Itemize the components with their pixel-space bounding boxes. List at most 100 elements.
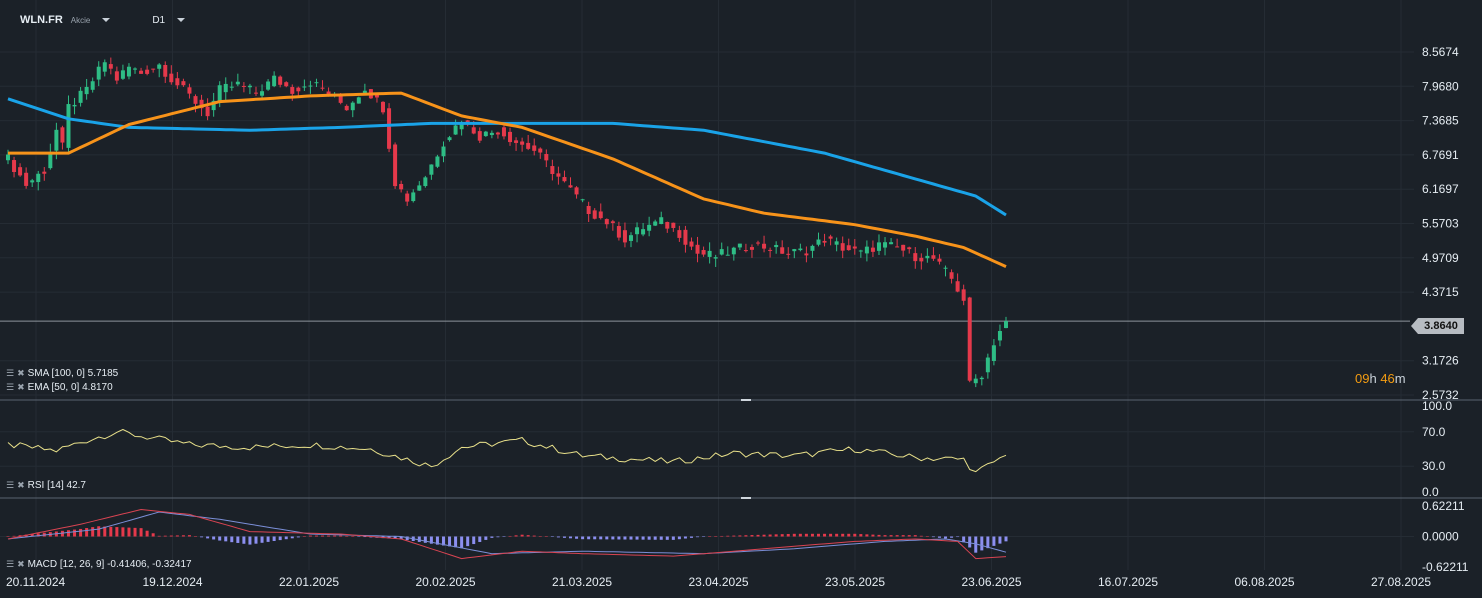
pane-resize-handle[interactable]: [741, 399, 751, 401]
candle: [780, 240, 785, 254]
pane-resize-handle[interactable]: [741, 497, 751, 499]
macd-axis-label: 0.0000: [1422, 530, 1459, 544]
macd-histogram-bar: [950, 536, 954, 538]
candle-body: [229, 86, 234, 88]
candle: [30, 178, 35, 188]
macd-histogram-bar: [956, 536, 960, 538]
macd-histogram-bar: [944, 536, 948, 539]
settings-icon[interactable]: ☰: [6, 559, 15, 569]
candle: [42, 167, 47, 181]
candle-body: [846, 245, 851, 251]
macd-histogram-bar: [327, 535, 331, 537]
macd-histogram-bar: [587, 536, 591, 540]
timeframe-selector[interactable]: D1: [152, 14, 166, 26]
candle-body: [568, 185, 573, 188]
macd-histogram-bar: [97, 526, 101, 537]
macd-histogram-bar: [6, 536, 10, 537]
candle-body: [120, 70, 125, 79]
candle: [665, 221, 670, 233]
macd-histogram-bar: [284, 536, 288, 540]
candle: [556, 166, 561, 185]
macd-histogram-bar: [448, 536, 452, 547]
candle-body: [441, 146, 446, 157]
macd-histogram-bar: [816, 533, 820, 537]
macd-histogram-bar: [169, 535, 173, 537]
macd-histogram-bar: [786, 533, 790, 537]
candle: [145, 65, 150, 76]
candle-body: [762, 243, 767, 249]
candle: [84, 78, 89, 100]
price-axis-label: 7.3685: [1422, 114, 1459, 128]
candle: [211, 92, 216, 117]
close-icon[interactable]: ✖: [17, 368, 25, 378]
candle: [399, 180, 404, 193]
close-icon[interactable]: ✖: [17, 480, 25, 490]
candle-body: [889, 242, 894, 245]
candle: [72, 97, 77, 115]
macd-histogram-bar: [556, 536, 560, 538]
candle: [937, 254, 942, 265]
close-icon[interactable]: ✖: [17, 382, 25, 392]
price-axis-label: 3.1726: [1422, 354, 1459, 368]
candle-body: [36, 173, 41, 183]
candle-body: [175, 78, 180, 86]
candle: [108, 57, 113, 75]
timeframe-dropdown-chevron-icon[interactable]: [177, 18, 186, 22]
macd-histogram-bar: [429, 536, 433, 544]
macd-histogram-bar: [859, 534, 863, 537]
rsi-axis-label: 30.0: [1422, 459, 1446, 473]
candle-body: [931, 255, 936, 259]
candle-body: [163, 65, 168, 77]
candle-body: [326, 91, 331, 95]
macd-histogram-bar: [405, 536, 409, 541]
candle-body: [598, 211, 603, 219]
macd-histogram-bar: [484, 536, 488, 540]
candle: [737, 243, 742, 251]
candle: [223, 77, 228, 101]
candle-body: [586, 205, 591, 214]
macd-histogram-bar: [333, 535, 337, 537]
candle-body: [60, 127, 65, 143]
candle-body: [223, 83, 228, 93]
candle: [447, 135, 452, 142]
macd-histogram-bar: [175, 535, 179, 537]
macd-histogram-bar: [925, 536, 929, 537]
candle-body: [72, 104, 77, 107]
candle-body: [798, 248, 803, 251]
macd-histogram-bar: [593, 536, 597, 540]
macd-histogram-bar: [635, 536, 639, 540]
settings-icon[interactable]: ☰: [6, 382, 15, 392]
candle-body: [550, 166, 555, 174]
settings-icon[interactable]: ☰: [6, 480, 15, 490]
candle: [495, 131, 500, 139]
candle-body: [925, 255, 930, 259]
candle: [562, 170, 567, 183]
ema-label: EMA [50, 0] 4.8170: [27, 382, 113, 393]
macd-histogram-bar: [399, 536, 403, 540]
rsi-axis-label: 100.0: [1422, 399, 1452, 413]
macd-histogram-bar: [744, 535, 748, 537]
candle-body: [544, 154, 549, 161]
candle-body: [895, 246, 900, 248]
symbol-selector[interactable]: WLN.FR Akcie D1: [20, 12, 186, 28]
candle-body: [919, 257, 924, 262]
candle-body: [187, 87, 192, 94]
macd-histogram-bar: [768, 534, 772, 537]
symbol-name[interactable]: WLN.FR: [20, 14, 63, 26]
candle: [538, 147, 543, 159]
candle-body: [961, 289, 966, 301]
macd-histogram-bar: [986, 536, 990, 549]
macd-line: [7, 509, 1007, 560]
symbol-dropdown-chevron-icon[interactable]: [102, 18, 111, 22]
close-icon[interactable]: ✖: [17, 559, 25, 569]
macd-histogram-bar: [611, 536, 615, 540]
candle: [943, 265, 948, 277]
candle-body: [211, 100, 216, 111]
ema-line: [8, 91, 1007, 268]
settings-icon[interactable]: ☰: [6, 368, 15, 378]
candle: [550, 159, 555, 181]
candle: [314, 78, 319, 87]
candle: [997, 324, 1002, 347]
rsi-axis-label: 0.0: [1422, 485, 1439, 499]
